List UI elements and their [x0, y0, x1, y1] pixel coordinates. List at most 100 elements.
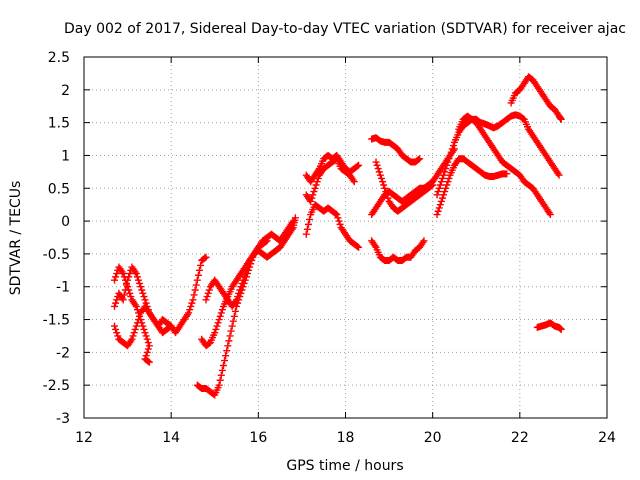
data-point: [434, 188, 442, 196]
data-point: [311, 184, 319, 192]
data-point: [132, 270, 140, 278]
data-point: [132, 302, 140, 310]
series-arc9: [302, 155, 358, 205]
data-point: [141, 329, 149, 337]
data-point: [236, 286, 244, 294]
data-point: [437, 178, 445, 186]
data-point: [308, 194, 316, 202]
data-point: [223, 347, 231, 355]
y-tick-label: 1: [61, 148, 70, 164]
data-point: [188, 299, 196, 307]
data-point: [185, 309, 193, 317]
data-point: [436, 181, 444, 189]
data-point: [382, 188, 390, 196]
data-point: [136, 312, 144, 320]
data-point: [443, 181, 451, 189]
data-point: [119, 270, 127, 278]
data-point: [112, 299, 120, 307]
data-point: [304, 220, 312, 228]
data-point: [233, 296, 241, 304]
data-point: [125, 286, 133, 294]
data-point: [225, 337, 233, 345]
data-point: [230, 312, 238, 320]
data-point: [215, 381, 223, 389]
data-point: [120, 273, 128, 281]
series-arc13: [372, 158, 437, 215]
data-point: [144, 345, 152, 353]
data-point: [126, 270, 134, 278]
data-point: [224, 342, 232, 350]
data-point: [237, 283, 245, 291]
data-point: [143, 348, 151, 356]
data-point: [114, 332, 122, 340]
data-point: [129, 332, 137, 340]
data-point: [440, 191, 448, 199]
data-point: [137, 316, 145, 324]
data-point: [121, 276, 129, 284]
data-point: [355, 243, 363, 251]
data-point: [353, 162, 361, 170]
data-point: [203, 293, 211, 301]
data-points: [111, 73, 565, 399]
data-point: [335, 217, 343, 225]
data-point: [381, 184, 389, 192]
data-point: [355, 161, 363, 169]
data-point: [138, 286, 146, 294]
data-point: [145, 358, 153, 366]
series-arc17: [507, 73, 565, 123]
data-point: [133, 273, 141, 281]
data-point: [126, 289, 134, 297]
data-point: [134, 309, 142, 317]
y-tick-label: 2.5: [48, 50, 70, 66]
data-point: [218, 306, 226, 314]
data-point: [228, 322, 236, 330]
data-point: [333, 211, 341, 219]
data-point: [334, 214, 342, 222]
series-arc18: [533, 319, 565, 333]
data-point: [428, 182, 436, 190]
data-point: [435, 184, 443, 192]
data-point: [145, 342, 153, 350]
data-point: [144, 357, 152, 365]
data-point: [119, 296, 127, 304]
data-point: [383, 191, 391, 199]
data-point: [189, 296, 197, 304]
data-point: [187, 302, 195, 310]
data-point: [436, 201, 444, 209]
axis-ticks: 12 14 16 18 20 22 24 -3 -2.5 -2 -1.5 -1 -0.5 0 0.5 1 1.5…: [43, 50, 616, 446]
x-tick-label: 20: [424, 430, 442, 446]
series-arc16: [455, 112, 554, 219]
plot-border: [83, 56, 608, 419]
data-point: [306, 215, 314, 223]
x-tick-label: 18: [337, 430, 355, 446]
data-point: [134, 276, 142, 284]
x-tick-label: 12: [75, 430, 93, 446]
data-point: [373, 161, 381, 169]
y-tick-label: -2.5: [43, 378, 70, 394]
data-point: [437, 197, 445, 205]
data-point: [445, 155, 453, 163]
data-point: [193, 276, 201, 284]
data-point: [449, 142, 457, 150]
y-tick-label: -1: [56, 280, 70, 296]
data-point: [303, 225, 311, 233]
data-point: [136, 279, 144, 287]
data-point: [433, 191, 441, 199]
data-point: [384, 194, 392, 202]
x-axis-label: GPS time / hours: [286, 458, 403, 474]
series-arc8: [302, 201, 363, 251]
data-point: [113, 270, 121, 278]
data-point: [441, 188, 449, 196]
y-axis-label: SDTVAR / TECUs: [8, 181, 24, 296]
data-point: [130, 329, 138, 337]
data-point: [435, 204, 443, 212]
data-point: [204, 289, 212, 297]
data-point: [212, 325, 220, 333]
data-point: [205, 286, 213, 294]
data-point: [186, 306, 194, 314]
data-point: [434, 207, 442, 215]
x-tick-label: 22: [511, 430, 529, 446]
data-point: [302, 230, 310, 238]
data-point: [239, 276, 247, 284]
y-tick-label: -1.5: [43, 313, 70, 329]
